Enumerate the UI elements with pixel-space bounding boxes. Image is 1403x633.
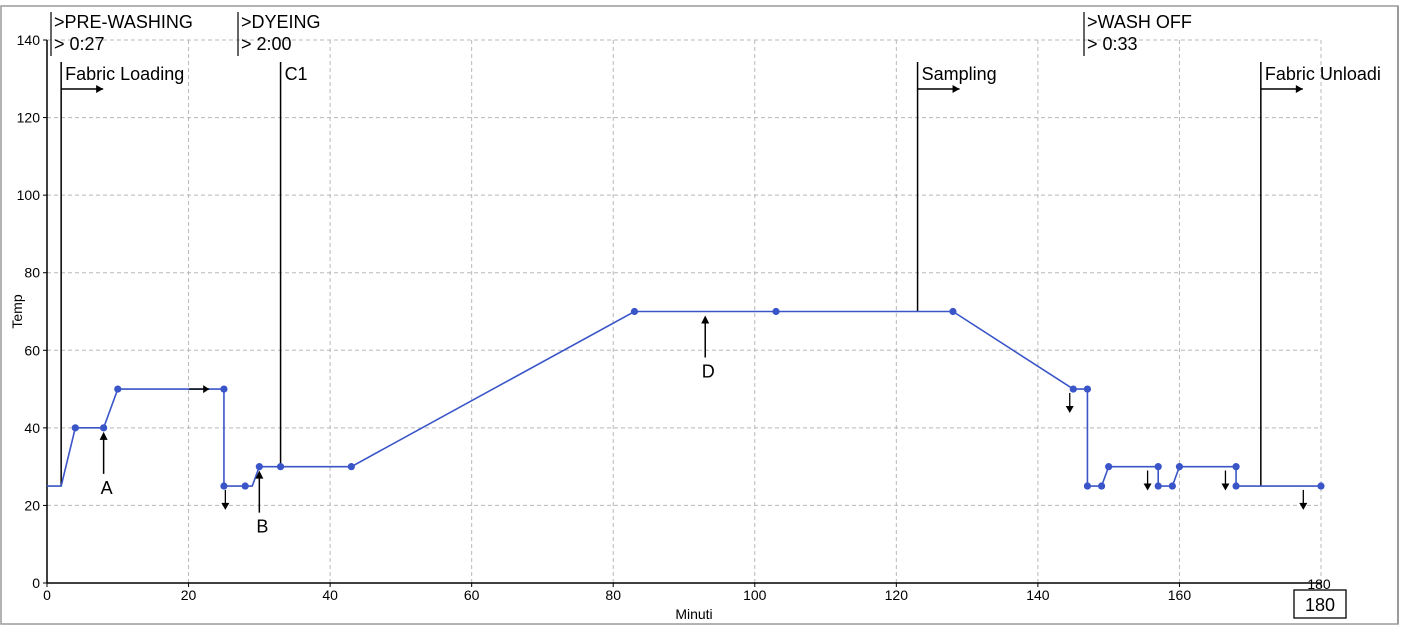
phase-name-0: >PRE-WASHING: [54, 12, 193, 32]
event-label-1: C1: [285, 64, 308, 84]
data-point: [1098, 482, 1105, 489]
step-arrow-head-3: [1144, 484, 1152, 491]
x-tick-label-140: 140: [1026, 587, 1050, 603]
data-point: [114, 385, 121, 392]
event-label-3: Fabric Unloadi: [1265, 64, 1381, 84]
data-point: [1155, 482, 1162, 489]
x-tick-label-120: 120: [885, 587, 909, 603]
event-flag-head-3: [1296, 85, 1303, 93]
y-tick-label-140: 140: [17, 32, 41, 48]
data-point: [100, 424, 107, 431]
x-tick-label-60: 60: [464, 587, 480, 603]
data-point: [772, 308, 779, 315]
y-tick-label-40: 40: [24, 420, 40, 436]
data-point: [256, 463, 263, 470]
data-point: [1232, 482, 1239, 489]
data-point: [1105, 463, 1112, 470]
phase-name-2: >WASH OFF: [1087, 12, 1192, 32]
event-flag-head-0: [96, 85, 103, 93]
event-label-2: Sampling: [922, 64, 997, 84]
data-point: [1070, 385, 1077, 392]
x-tick-label-20: 20: [181, 587, 197, 603]
step-arrow-head-4: [1221, 484, 1229, 491]
x-tick-label-40: 40: [322, 587, 338, 603]
data-point: [1232, 463, 1239, 470]
series-line: [47, 312, 1321, 487]
event-label-0: Fabric Loading: [65, 64, 184, 84]
x-tick-label-80: 80: [605, 587, 621, 603]
data-point: [72, 424, 79, 431]
phase-time-2: > 0:33: [1087, 34, 1138, 54]
marker-arrow-head-2: [701, 316, 709, 324]
data-point: [1084, 482, 1091, 489]
y-tick-label-20: 20: [24, 497, 40, 513]
phase-time-0: > 0:27: [54, 34, 105, 54]
event-flag-head-2: [953, 85, 960, 93]
y-tick-label-60: 60: [24, 342, 40, 358]
data-point: [631, 308, 638, 315]
point-label-2: D: [702, 362, 715, 382]
data-point: [348, 463, 355, 470]
step-arrow-head-2: [1066, 406, 1074, 413]
x-tick-label-0: 0: [43, 587, 51, 603]
data-point: [1169, 482, 1176, 489]
y-tick-label-80: 80: [24, 265, 40, 281]
end-time-box-label: 180: [1305, 595, 1335, 615]
data-point: [277, 463, 284, 470]
data-point: [242, 482, 249, 489]
data-point: [220, 482, 227, 489]
step-arrow-head-5: [1299, 503, 1307, 510]
data-point: [1155, 463, 1162, 470]
phase-time-1: > 2:00: [241, 34, 292, 54]
data-point: [1176, 463, 1183, 470]
data-point: [949, 308, 956, 315]
y-tick-label-120: 120: [17, 110, 41, 126]
data-point: [220, 385, 227, 392]
y-tick-label-0: 0: [32, 575, 40, 591]
data-point: [1084, 385, 1091, 392]
step-arrow-head-0: [203, 385, 209, 393]
y-tick-label-100: 100: [17, 187, 41, 203]
data-point: [1317, 482, 1324, 489]
x-tick-label-100: 100: [743, 587, 767, 603]
marker-arrow-head-0: [100, 432, 108, 440]
x-axis-label: Minuti: [675, 606, 712, 622]
phase-name-1: >DYEING: [241, 12, 321, 32]
y-axis-label: Temp: [9, 294, 25, 328]
x-tick-label-160: 160: [1168, 587, 1192, 603]
point-label-1: B: [256, 517, 268, 537]
step-arrow-head-1: [221, 503, 229, 510]
outer-frame: [1, 6, 1398, 624]
point-label-0: A: [101, 478, 113, 498]
